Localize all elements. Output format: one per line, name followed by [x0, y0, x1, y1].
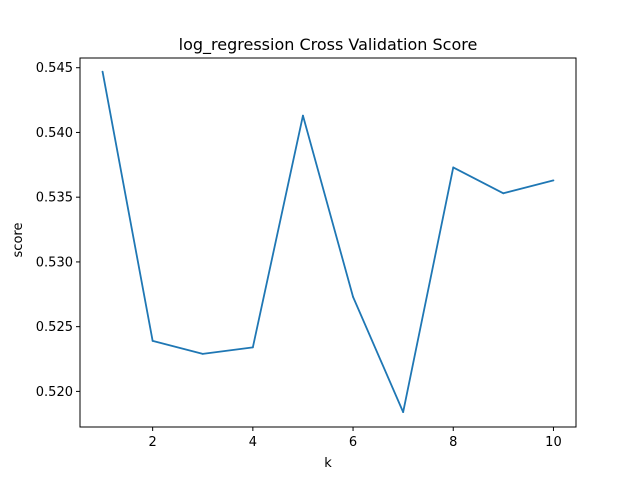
x-tick-label: 10 [545, 435, 562, 450]
x-tick-label: 6 [349, 435, 357, 450]
data-point [151, 340, 154, 342]
chart-title: log_regression Cross Validation Score [179, 35, 478, 55]
data-point [402, 411, 405, 414]
data-point [452, 166, 455, 169]
data-point [302, 114, 304, 117]
ticks: 2 4 6 8 10 0.520 0.525 0.530 0.535 0.540 0.545 [36, 61, 562, 450]
data-point [502, 192, 505, 195]
y-axis-label: score [11, 223, 26, 258]
data-point [552, 179, 555, 182]
data-point [352, 295, 354, 298]
axes-background [80, 58, 576, 427]
data-point [201, 352, 204, 355]
y-tick-label: 0.530 [36, 255, 73, 270]
y-tick-label: 0.535 [36, 191, 73, 206]
x-axis-label: k [324, 456, 332, 471]
x-tick-label: 4 [249, 435, 257, 450]
series-line [101, 71, 554, 414]
y-tick-label: 0.520 [36, 385, 73, 400]
series-layer [101, 70, 555, 414]
x-tick-label: 8 [449, 435, 457, 450]
y-tick-label: 0.540 [36, 126, 73, 141]
y-tick-label: 0.545 [36, 61, 73, 76]
data-point [251, 346, 254, 349]
plot-area: 2 4 6 8 10 0.520 0.525 0.530 0.535 0.540 0.545 [36, 57, 577, 450]
x-tick-label: 2 [149, 435, 157, 450]
axes-frame [79, 57, 577, 428]
y-tick-label: 0.525 [36, 320, 73, 335]
data-point [101, 70, 104, 73]
